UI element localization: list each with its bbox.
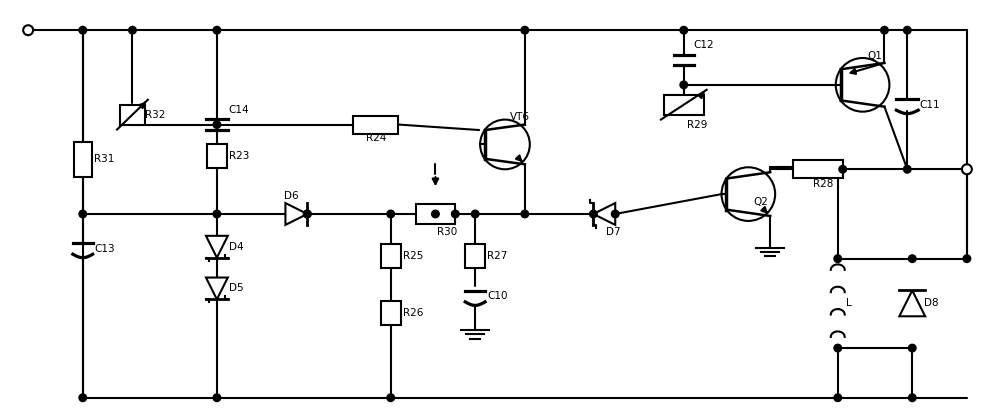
Circle shape — [471, 210, 479, 218]
Bar — [465, 244, 485, 268]
Text: VT6: VT6 — [510, 111, 530, 122]
Bar — [381, 301, 401, 325]
Circle shape — [722, 167, 775, 221]
Bar — [664, 95, 704, 115]
Text: R25: R25 — [403, 251, 423, 261]
Circle shape — [908, 344, 916, 352]
Bar — [381, 244, 401, 268]
Bar — [207, 145, 227, 168]
Circle shape — [213, 121, 221, 128]
Circle shape — [839, 166, 846, 173]
Circle shape — [213, 394, 221, 401]
Circle shape — [834, 394, 842, 401]
Circle shape — [521, 26, 529, 34]
Circle shape — [213, 26, 221, 34]
Polygon shape — [593, 203, 615, 225]
Text: D6: D6 — [284, 191, 299, 201]
Text: D5: D5 — [229, 284, 243, 293]
Circle shape — [387, 210, 395, 218]
Text: R32: R32 — [145, 110, 166, 120]
Text: R30: R30 — [437, 227, 458, 237]
Text: R28: R28 — [813, 179, 833, 189]
Circle shape — [962, 164, 972, 174]
Text: R23: R23 — [229, 151, 249, 161]
Circle shape — [611, 210, 619, 218]
Text: D8: D8 — [924, 298, 939, 308]
Circle shape — [452, 210, 459, 218]
Polygon shape — [206, 277, 228, 300]
Text: D4: D4 — [229, 242, 243, 252]
Text: R26: R26 — [403, 308, 423, 318]
Polygon shape — [285, 203, 307, 225]
Circle shape — [79, 394, 87, 401]
Circle shape — [881, 26, 888, 34]
Circle shape — [304, 210, 311, 218]
Bar — [120, 105, 145, 124]
Text: C13: C13 — [95, 244, 115, 254]
Circle shape — [908, 255, 916, 262]
Circle shape — [904, 166, 911, 173]
Circle shape — [834, 255, 842, 262]
Circle shape — [680, 26, 688, 34]
Circle shape — [79, 26, 87, 34]
Bar — [74, 142, 92, 177]
Text: C11: C11 — [919, 100, 940, 110]
Polygon shape — [206, 236, 228, 258]
Circle shape — [590, 210, 597, 218]
Text: L: L — [846, 298, 851, 308]
Bar — [416, 204, 455, 224]
Bar — [353, 116, 398, 134]
Circle shape — [521, 210, 529, 218]
Text: Q1: Q1 — [868, 51, 882, 61]
Circle shape — [904, 26, 911, 34]
Bar — [793, 160, 843, 178]
Polygon shape — [899, 290, 925, 316]
Text: Q2: Q2 — [753, 197, 768, 207]
Circle shape — [23, 25, 33, 35]
Circle shape — [680, 81, 688, 88]
Text: C10: C10 — [487, 292, 508, 301]
Circle shape — [836, 58, 889, 111]
Circle shape — [79, 210, 87, 218]
Circle shape — [432, 210, 439, 218]
Text: R29: R29 — [687, 119, 707, 129]
Text: R24: R24 — [366, 134, 386, 143]
Circle shape — [480, 119, 530, 169]
Text: C12: C12 — [694, 40, 714, 50]
Text: R27: R27 — [487, 251, 507, 261]
Text: D7: D7 — [606, 227, 621, 237]
Circle shape — [387, 394, 395, 401]
Circle shape — [129, 26, 136, 34]
Circle shape — [213, 210, 221, 218]
Circle shape — [304, 210, 311, 218]
Circle shape — [908, 394, 916, 401]
Circle shape — [963, 255, 971, 262]
Circle shape — [834, 344, 842, 352]
Text: R31: R31 — [94, 154, 114, 164]
Text: C14: C14 — [229, 105, 249, 115]
